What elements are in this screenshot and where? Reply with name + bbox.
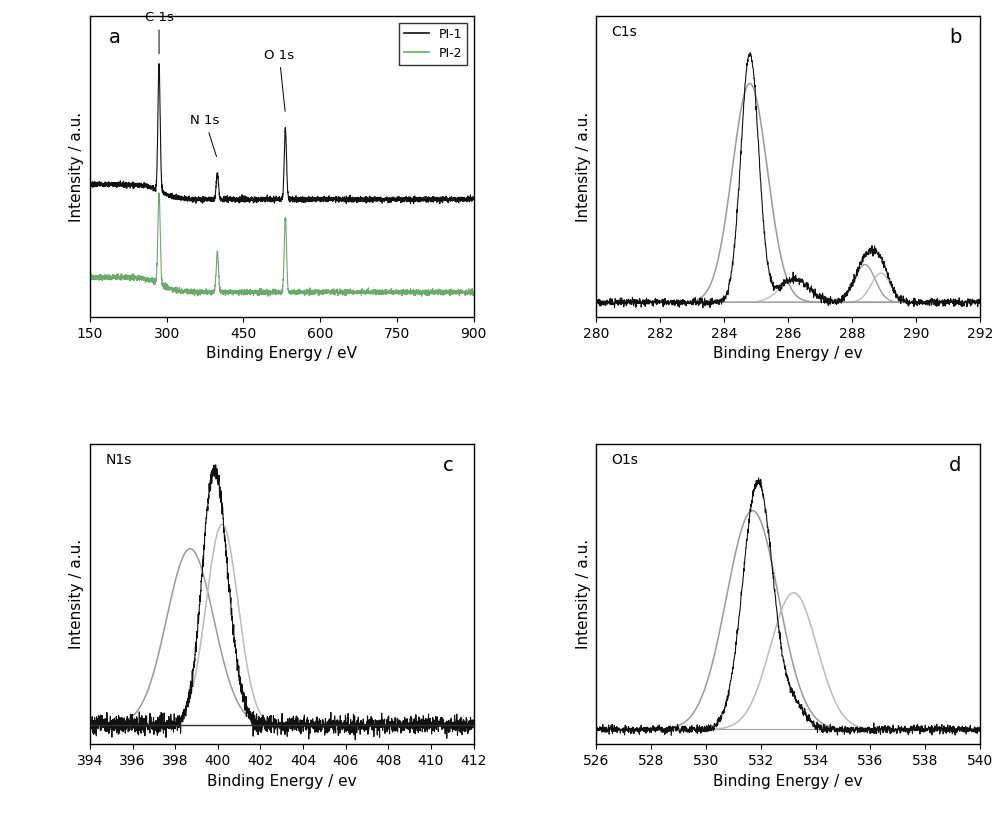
PI-1: [434, 199, 446, 209]
Text: N1s: N1s: [105, 452, 132, 466]
Legend: PI-1, PI-2: PI-1, PI-2: [399, 23, 467, 65]
PI-1: [437, 191, 449, 201]
PI-2: [245, 286, 257, 296]
PI-1: [84, 178, 96, 187]
Text: O1s: O1s: [612, 452, 639, 466]
X-axis label: Binding Energy / ev: Binding Energy / ev: [713, 347, 863, 362]
PI-2: [363, 287, 375, 297]
Y-axis label: Intensity / a.u.: Intensity / a.u.: [576, 539, 591, 649]
PI-2: [456, 285, 468, 295]
PI-1: [468, 193, 480, 203]
PI-1: [245, 194, 257, 204]
PI-1: [153, 59, 165, 69]
PI-2: [153, 188, 165, 198]
PI-2: [84, 272, 96, 281]
PI-2: [437, 286, 449, 296]
Text: N 1s: N 1s: [190, 115, 220, 156]
PI-2: [266, 287, 278, 297]
Text: d: d: [949, 456, 962, 474]
Text: c: c: [443, 456, 454, 474]
Y-axis label: Intensity / a.u.: Intensity / a.u.: [576, 112, 591, 222]
Line: PI-1: PI-1: [90, 64, 474, 204]
Text: C 1s: C 1s: [145, 11, 173, 54]
Y-axis label: Intensity / a.u.: Intensity / a.u.: [69, 112, 84, 222]
Text: C1s: C1s: [612, 25, 637, 39]
PI-1: [456, 195, 468, 204]
PI-1: [363, 194, 375, 204]
Y-axis label: Intensity / a.u.: Intensity / a.u.: [69, 539, 84, 649]
PI-2: [416, 291, 428, 301]
PI-1: [248, 196, 260, 205]
Line: PI-2: PI-2: [90, 193, 474, 296]
PI-2: [248, 285, 260, 295]
X-axis label: Binding Energy / ev: Binding Energy / ev: [713, 774, 863, 789]
PI-2: [468, 286, 480, 296]
X-axis label: Binding Energy / eV: Binding Energy / eV: [206, 347, 357, 362]
Text: O 1s: O 1s: [264, 49, 294, 111]
Text: b: b: [949, 29, 962, 47]
PI-1: [266, 194, 278, 204]
X-axis label: Binding Energy / ev: Binding Energy / ev: [207, 774, 357, 789]
Text: a: a: [109, 29, 121, 47]
